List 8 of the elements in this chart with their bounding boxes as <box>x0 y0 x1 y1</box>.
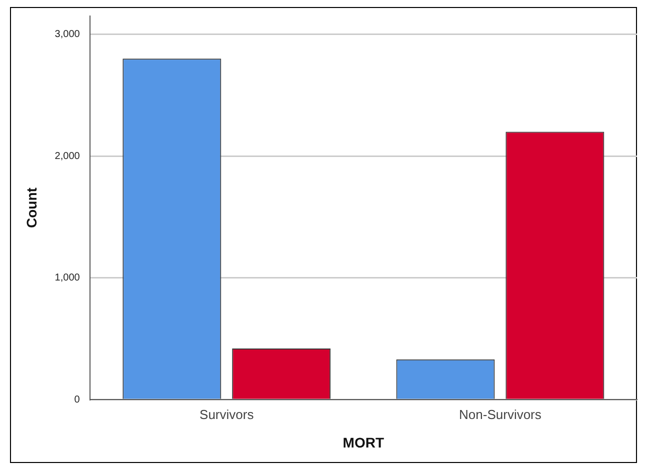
x-axis-title: MORT <box>342 434 384 450</box>
y-tick-label: 1,000 <box>54 272 80 284</box>
x-tick-label: Survivors <box>200 406 254 422</box>
y-tick-label: 0 <box>74 394 80 406</box>
x-tick-label: Non-Survivors <box>459 406 542 422</box>
y-tick-label: 3,000 <box>54 29 80 40</box>
y-axis-title: Count <box>23 187 40 228</box>
y-tick-label: 2,000 <box>54 150 80 162</box>
